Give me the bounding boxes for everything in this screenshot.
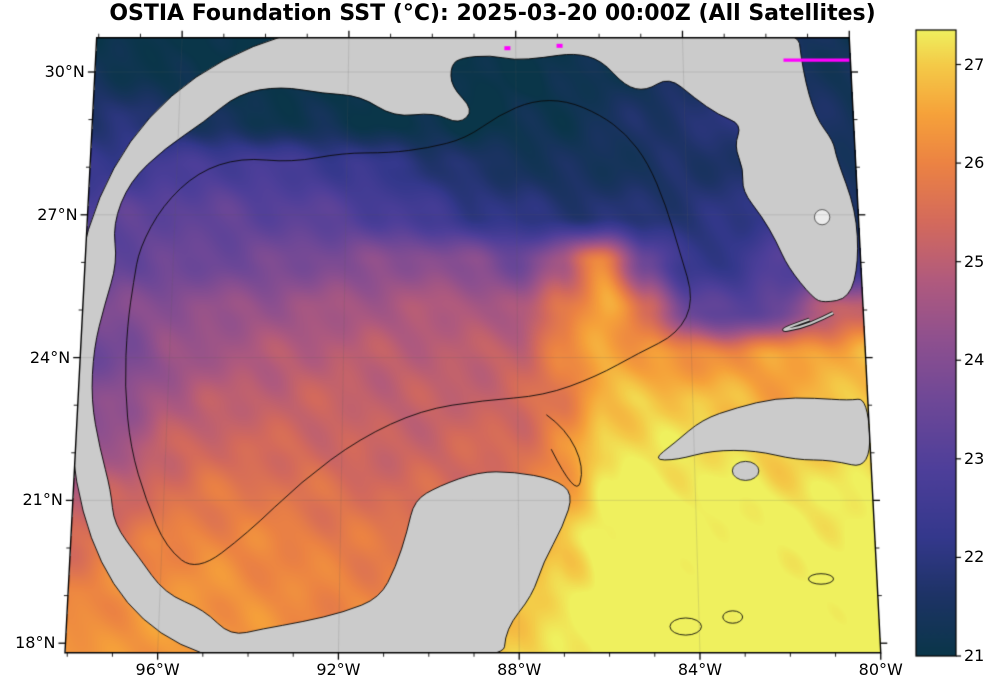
lon-tick-label-80: 80°W [858, 659, 903, 679]
colorbar-tick-label-27: 27 [964, 54, 985, 74]
lon-tick-label-84: 84°W [677, 659, 723, 679]
colorbar-tick-label-25: 25 [964, 251, 985, 271]
lat-tick-label-18: 18°N [15, 633, 56, 653]
colorbar-tick-label-26: 26 [964, 153, 985, 173]
lat-tick-label-21: 21°N [22, 490, 63, 510]
colorbar-tick-label-22: 22 [964, 547, 985, 567]
lon-tick-label-96: 96°W [135, 659, 180, 679]
colorbar-tick-label-21: 21 [964, 646, 985, 665]
colorbar-tick-label-24: 24 [964, 350, 985, 370]
lat-tick-label-30: 30°N [44, 62, 85, 81]
lon-tick-label-88: 88°W [497, 659, 542, 679]
colorbar-tick-label-23: 23 [964, 448, 985, 468]
lon-tick-label-92: 92°W [316, 659, 361, 679]
figure-title: OSTIA Foundation SST (°C): 2025-03-20 00… [109, 1, 876, 26]
lat-tick-label-27: 27°N [37, 204, 78, 224]
lat-tick-label-24: 24°N [29, 347, 71, 367]
